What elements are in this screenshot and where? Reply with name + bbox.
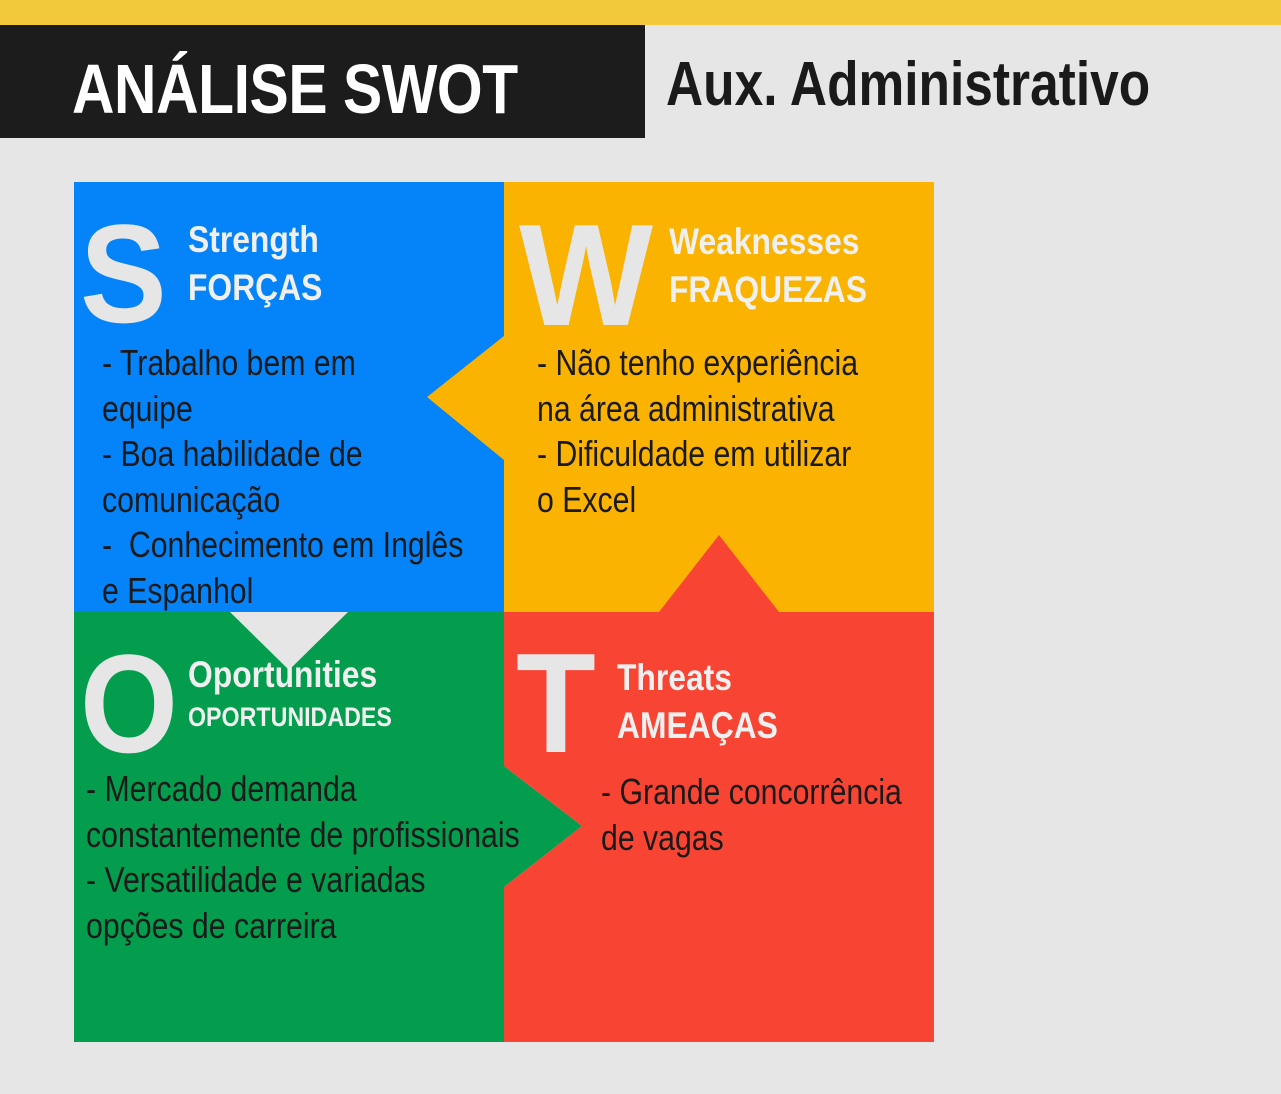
threat-subtitle: AMEAÇAS xyxy=(617,705,778,746)
list-item: - Grande concorrência xyxy=(601,771,902,812)
weakness-letter: W xyxy=(519,194,654,356)
strength-list: - Trabalho bem em equipe - Boa habilidad… xyxy=(102,340,463,613)
list-item: - Conhecimento em Inglês xyxy=(102,524,464,565)
weakness-title: Weaknesses xyxy=(669,221,860,262)
list-item: constantemente de profissionais xyxy=(86,813,520,855)
threat-quadrant xyxy=(504,535,934,1042)
page-title: ANÁLISE SWOT xyxy=(72,50,518,128)
list-item: na área administrativa xyxy=(537,387,835,429)
list-item: opções de carreira xyxy=(86,904,337,946)
threat-title: Threats xyxy=(617,657,732,698)
strength-title: Strength xyxy=(188,219,319,260)
list-item: - Não tenho experiência xyxy=(537,342,859,383)
threat-list: - Grande concorrência de vagas xyxy=(601,769,902,860)
strength-subtitle: FORÇAS xyxy=(188,267,323,308)
list-item: - Trabalho bem em xyxy=(102,342,356,383)
list-item: - Dificuldade em utilizar xyxy=(537,433,852,474)
list-item: equipe xyxy=(102,387,193,429)
threat-letter: T xyxy=(516,624,596,783)
weakness-quadrant xyxy=(427,182,934,612)
list-item: - Mercado demanda xyxy=(86,768,357,809)
opportunity-quadrant xyxy=(74,612,582,1042)
weakness-list: - Não tenho experiência na área administ… xyxy=(537,340,858,522)
opportunity-list: - Mercado demanda constantemente de prof… xyxy=(86,766,520,948)
weakness-subtitle: FRAQUEZAS xyxy=(669,269,868,310)
list-item: - Versatilidade e variadas xyxy=(86,859,426,900)
opportunity-letter: O xyxy=(80,625,179,782)
strength-letter: S xyxy=(80,195,167,352)
list-item: o Excel xyxy=(537,478,637,520)
top-stripe xyxy=(0,0,1281,25)
opportunity-title: Oportunities xyxy=(188,654,378,695)
list-item: e Espanhol xyxy=(102,569,254,611)
opportunity-subtitle: OPORTUNIDADES xyxy=(188,702,392,732)
list-item: - Boa habilidade de xyxy=(102,433,363,474)
list-item: de vagas xyxy=(601,816,724,858)
page-subtitle: Aux. Administrativo xyxy=(666,50,1151,119)
list-item: comunicação xyxy=(102,478,281,520)
title-box xyxy=(0,25,645,138)
